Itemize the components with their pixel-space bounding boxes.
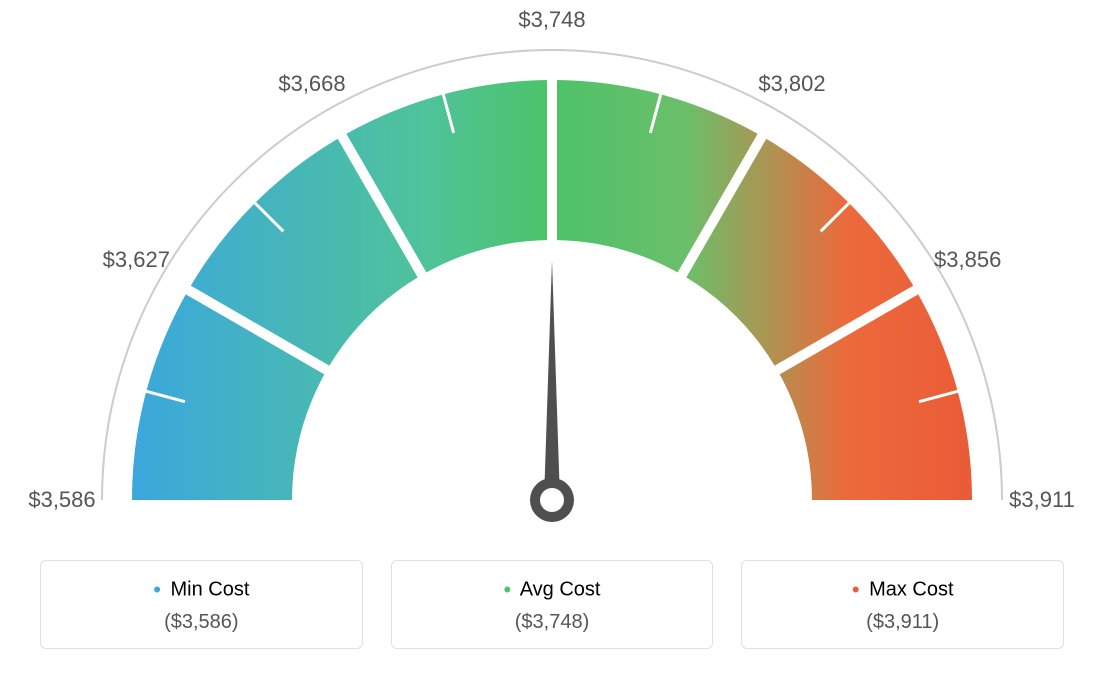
bullet-icon: • <box>504 577 512 602</box>
legend-card-min: • Min Cost ($3,586) <box>40 560 363 649</box>
gauge-tick-label: $3,668 <box>278 71 345 97</box>
gauge-tick-label: $3,802 <box>758 71 825 97</box>
gauge-tick-label: $3,627 <box>103 247 170 273</box>
gauge-tick-label: $3,748 <box>518 7 585 33</box>
legend-card-avg: • Avg Cost ($3,748) <box>391 560 714 649</box>
bullet-icon: • <box>852 577 860 602</box>
legend-value-avg: ($3,748) <box>402 611 703 634</box>
legend-card-max: • Max Cost ($3,911) <box>741 560 1064 649</box>
gauge-chart: $3,586 $3,627 $3,668 $3,748 $3,802 $3,856 $3,9… <box>0 0 1104 540</box>
gauge-tick-label: $3,856 <box>934 247 1001 273</box>
bullet-icon: • <box>153 577 161 602</box>
gauge-tick-label: $3,911 <box>1009 487 1075 513</box>
legend-row: • Min Cost ($3,586) • Avg Cost ($3,748) … <box>0 560 1104 649</box>
legend-label: Max Cost <box>869 578 953 600</box>
legend-title-avg: • Avg Cost <box>402 577 703 603</box>
legend-label: Avg Cost <box>520 578 601 600</box>
legend-title-max: • Max Cost <box>752 577 1053 603</box>
legend-title-min: • Min Cost <box>51 577 352 603</box>
legend-value-max: ($3,911) <box>752 611 1053 634</box>
legend-value-min: ($3,586) <box>51 611 352 634</box>
gauge-tick-label: $3,586 <box>28 487 95 513</box>
legend-label: Min Cost <box>171 578 250 600</box>
